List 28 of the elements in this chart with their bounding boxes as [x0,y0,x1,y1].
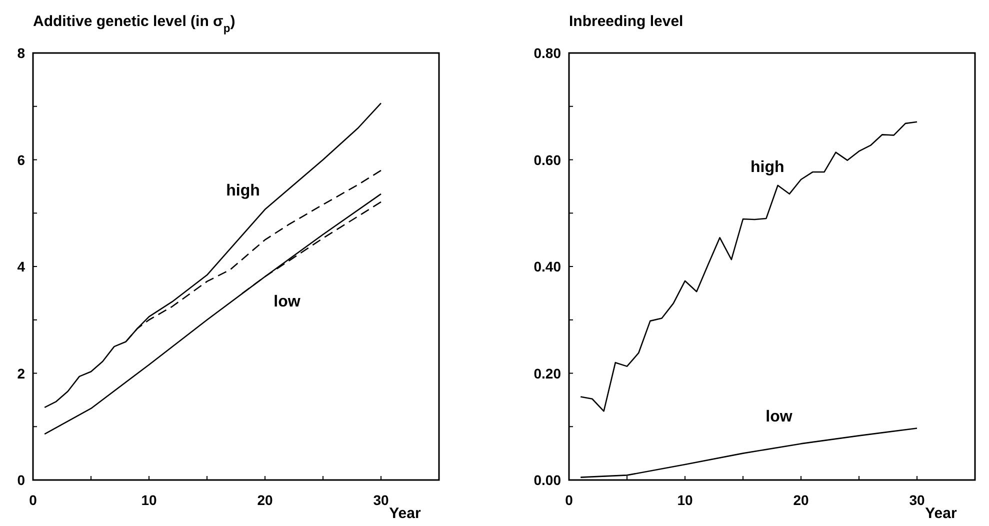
series-label: low [274,294,301,311]
y-tick-label: 0.60 [534,152,562,168]
y-tick-label: 0.80 [534,45,562,61]
chart-title: Inbreeding level [569,13,684,30]
x-tick-label: 0 [29,492,38,508]
y-tick-label: 6 [17,152,26,168]
series-label: high [750,158,784,176]
x-tick-label: 20 [257,492,273,508]
chart-title: Additive genetic level (in σ$_{p}$) [33,13,236,35]
y-tick-label: 0 [17,472,26,488]
y-tick-label: 4 [17,258,26,274]
y-tick-label: 0.20 [534,365,562,382]
x-tick-label: 0 [565,492,574,508]
line-series [580,428,918,478]
x-tick-label: 20 [793,492,809,508]
y-tick-label: 8 [17,45,26,61]
x-axis-title: Year [389,505,421,522]
x-tick-label: 10 [141,492,157,508]
y-tick-label: 0.00 [534,472,562,488]
x-axis-title: Year [925,505,957,522]
x-tick-label: 30 [909,492,925,508]
series-label: high [226,182,260,200]
y-tick-label: 2 [17,365,26,382]
series-label: low [766,408,793,426]
x-tick-label: 10 [677,492,693,508]
x-tick-label: 30 [373,492,389,508]
y-tick-label: 0.40 [534,258,562,274]
line-series [44,102,382,408]
